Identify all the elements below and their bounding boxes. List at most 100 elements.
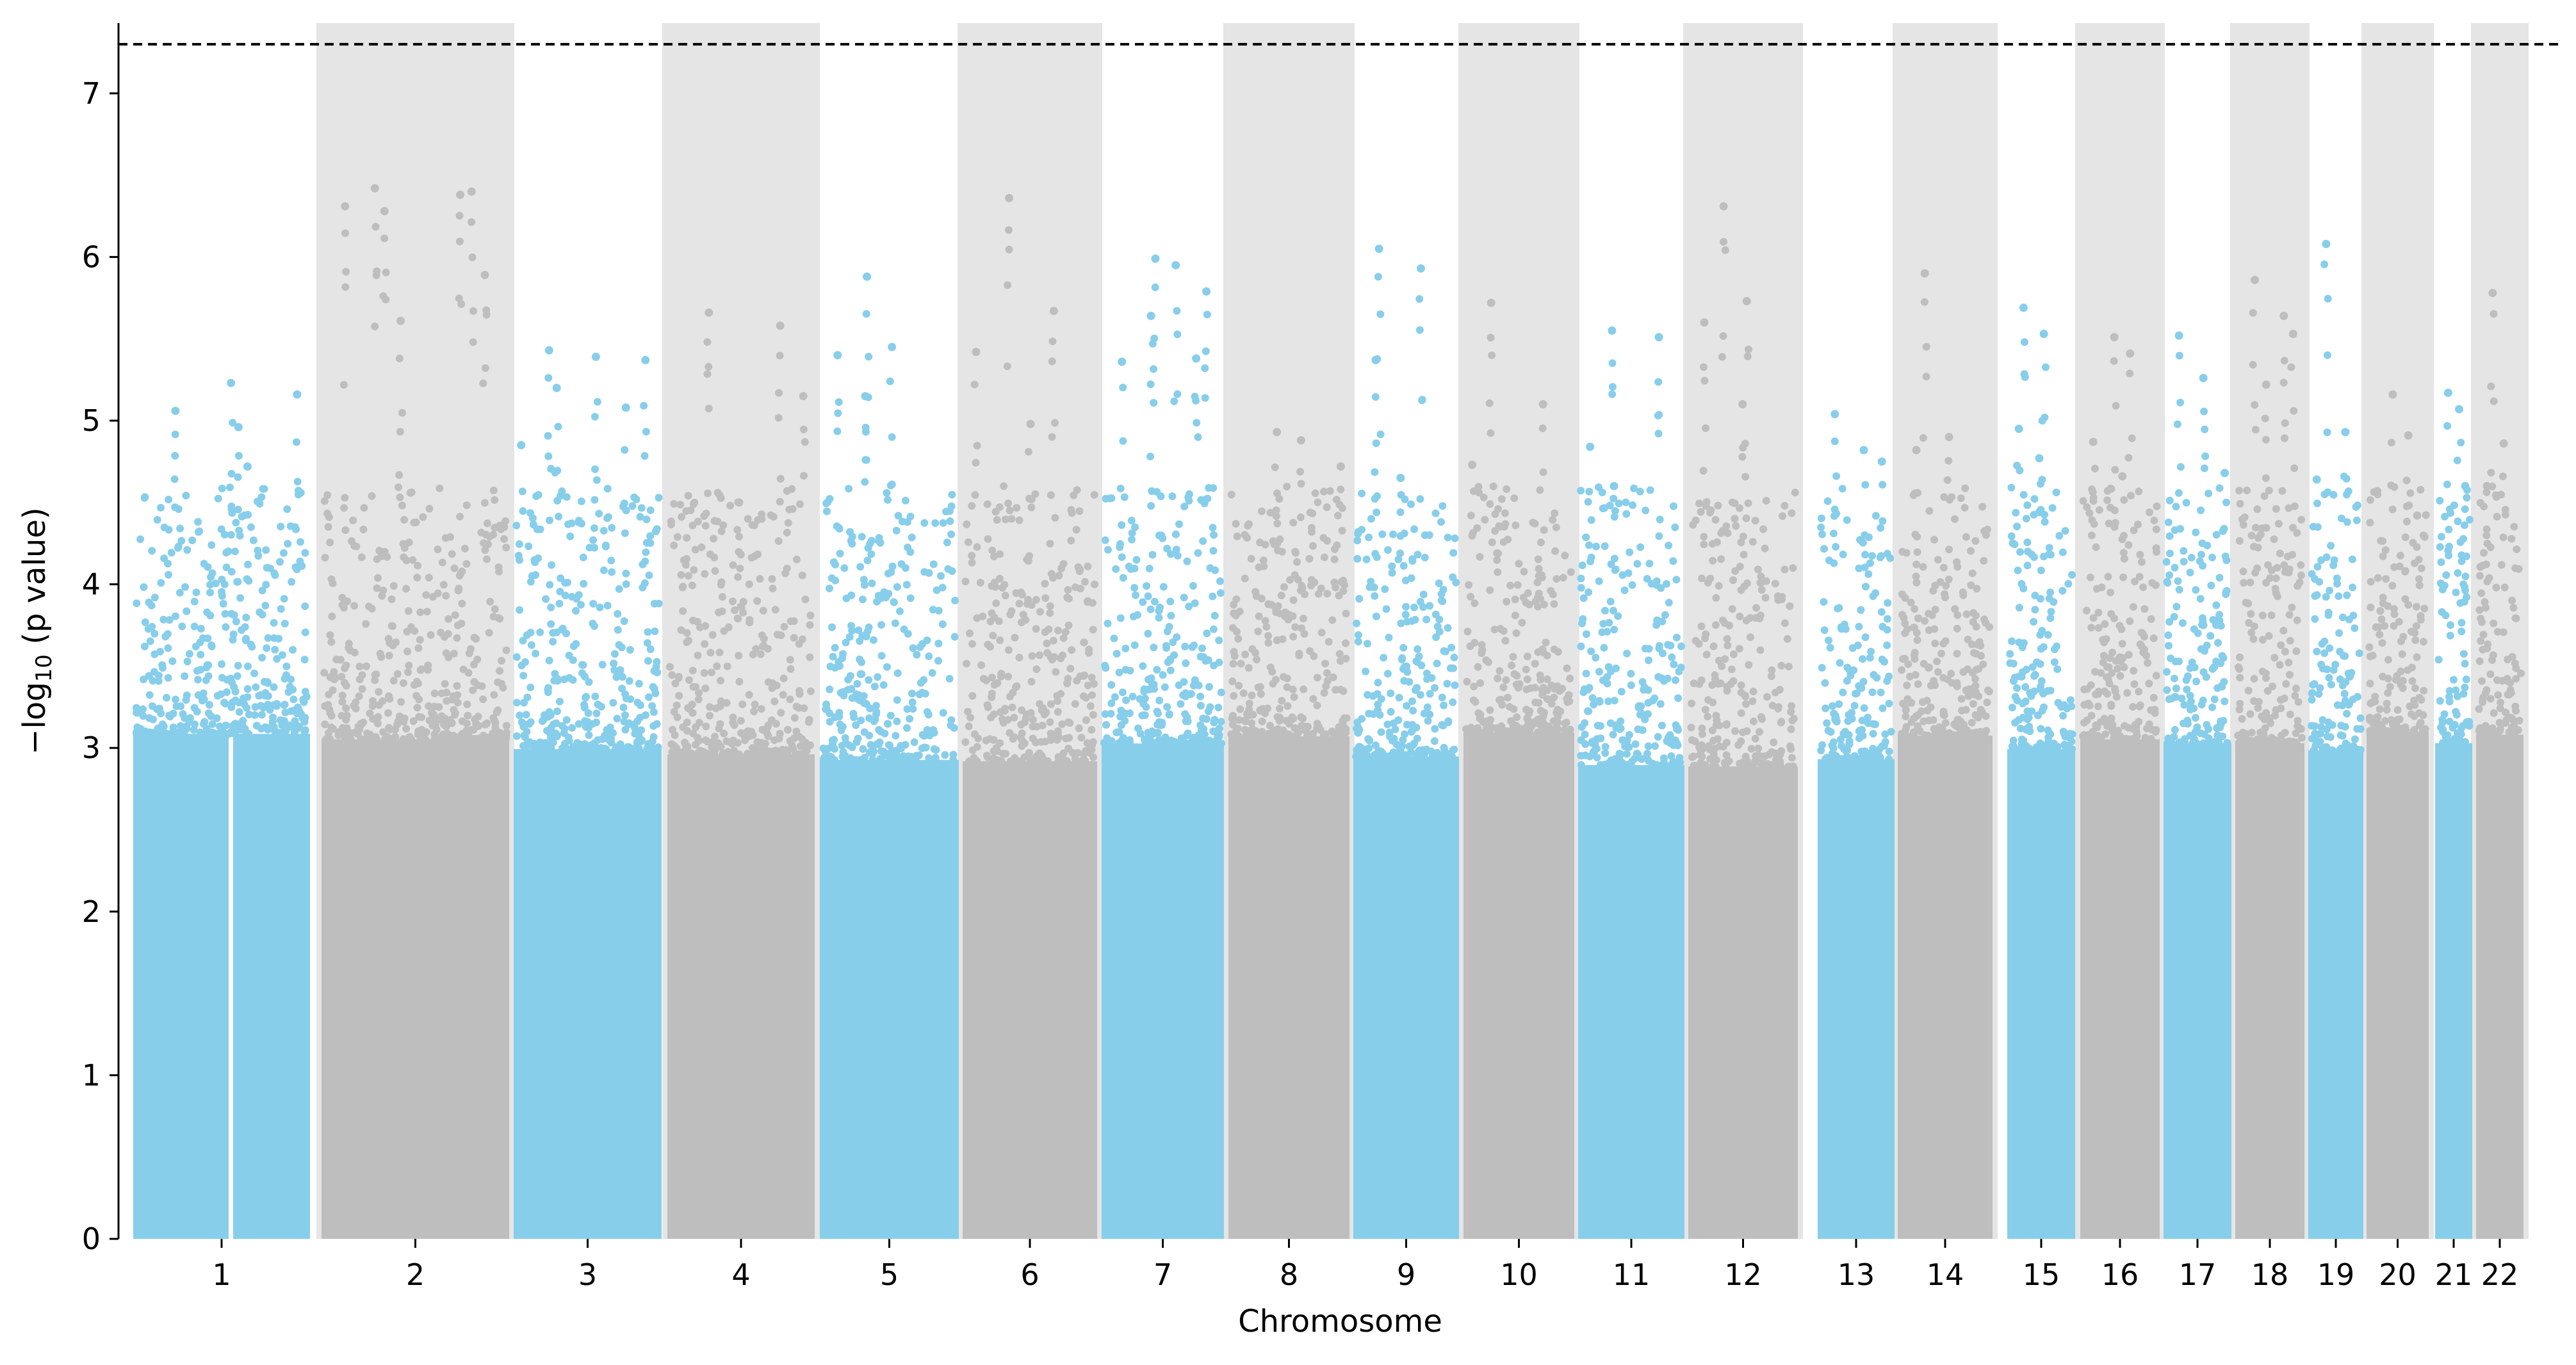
snp-point <box>2013 697 2021 705</box>
snp-point <box>1861 531 1869 539</box>
snp-point <box>2147 615 2155 623</box>
snp-point <box>1499 538 1508 546</box>
snp-point <box>395 483 402 492</box>
snp-point <box>844 675 852 684</box>
snp-point <box>1665 599 1673 607</box>
snp-point <box>1112 565 1120 573</box>
snp-point <box>2030 511 2038 519</box>
snp-point <box>749 650 757 659</box>
snp-point <box>667 521 675 529</box>
snp-point <box>2353 501 2361 510</box>
snp-point <box>1770 738 1778 747</box>
snp-peak-point <box>2126 349 2135 358</box>
snp-point <box>1196 702 1205 710</box>
snp-point <box>1739 444 1747 452</box>
snp-point <box>1289 596 1298 604</box>
snp-point <box>685 676 693 684</box>
snp-point <box>2009 742 2018 750</box>
snp-point <box>666 663 674 671</box>
snp-point <box>1290 693 1298 701</box>
snp-point <box>840 564 849 572</box>
snp-point <box>2265 632 2273 640</box>
snp-peak-point <box>171 407 180 416</box>
snp-point <box>2279 627 2288 634</box>
snp-point <box>1745 661 1753 669</box>
snp-point <box>1054 707 1062 716</box>
snp-point <box>1119 574 1127 582</box>
snp-point <box>1086 702 1095 710</box>
snp-point <box>1677 642 1685 650</box>
snp-point <box>407 488 416 496</box>
snp-point <box>2037 677 2046 685</box>
snp-point <box>2009 736 2018 745</box>
snp-point <box>257 711 266 719</box>
snp-point <box>161 729 170 738</box>
snp-point <box>1165 622 1173 631</box>
snp-point <box>2124 541 2133 549</box>
snp-point <box>988 674 996 682</box>
snp-point <box>2217 622 2225 630</box>
snp-point <box>2058 548 2067 556</box>
snp-point <box>1754 745 1763 752</box>
snp-point <box>502 722 510 730</box>
snp-point <box>282 662 291 670</box>
snp-point <box>1579 615 1587 623</box>
snp-point <box>2235 665 2244 673</box>
snp-point <box>1337 485 1345 494</box>
snp-point <box>2006 659 2014 667</box>
snp-density-6 <box>963 761 1097 1239</box>
snp-point <box>2324 718 2333 727</box>
snp-point <box>2151 728 2160 736</box>
snp-point <box>549 738 557 747</box>
snp-point <box>2013 522 2021 531</box>
snp-point <box>1439 502 1447 510</box>
snp-point <box>1217 688 1225 697</box>
snp-point <box>1323 590 1332 598</box>
snp-point <box>2273 592 2281 601</box>
snp-point <box>770 697 779 706</box>
snp-point <box>2270 535 2278 544</box>
snp-point <box>2348 555 2356 563</box>
snp-point <box>678 583 687 592</box>
snp-point <box>2087 711 2096 720</box>
snp-point <box>1131 523 1139 531</box>
snp-point <box>1738 453 1747 461</box>
snp-point <box>1230 609 1238 617</box>
snp-point <box>776 474 785 483</box>
snp-point <box>2178 694 2186 702</box>
snp-point <box>2274 520 2283 528</box>
snp-point <box>1722 720 1731 728</box>
snp-point <box>1859 655 1866 663</box>
snp-point <box>169 723 177 732</box>
snp-point <box>697 543 706 551</box>
snp-point <box>1646 486 1654 494</box>
snp-point <box>1549 717 1558 725</box>
snp-point <box>1488 538 1496 546</box>
snp-point <box>1668 653 1676 661</box>
snp-point <box>140 729 147 737</box>
snp-point <box>2263 687 2272 695</box>
snp-point <box>603 485 612 493</box>
snp-point <box>645 571 653 579</box>
snp-point <box>2089 614 2098 622</box>
snp-point <box>1777 718 1786 726</box>
snp-point <box>384 692 393 700</box>
snp-point <box>1968 718 1976 727</box>
snp-point <box>1716 679 1725 688</box>
snp-point <box>865 353 873 361</box>
snp-point <box>1081 578 1089 586</box>
snp-point <box>1820 598 1828 606</box>
snp-point <box>1721 655 1729 663</box>
snp-point <box>324 522 332 531</box>
snp-point <box>2212 531 2221 539</box>
snp-point <box>1321 732 1330 740</box>
snp-point <box>556 588 564 595</box>
snp-point <box>901 496 909 505</box>
snp-point <box>1398 742 1406 750</box>
snp-point <box>2178 619 2187 627</box>
snp-point <box>1725 622 1734 629</box>
snp-point <box>990 710 998 718</box>
snp-point <box>1251 732 1259 740</box>
snp-point <box>1512 629 1520 637</box>
snp-point <box>1740 551 1748 559</box>
